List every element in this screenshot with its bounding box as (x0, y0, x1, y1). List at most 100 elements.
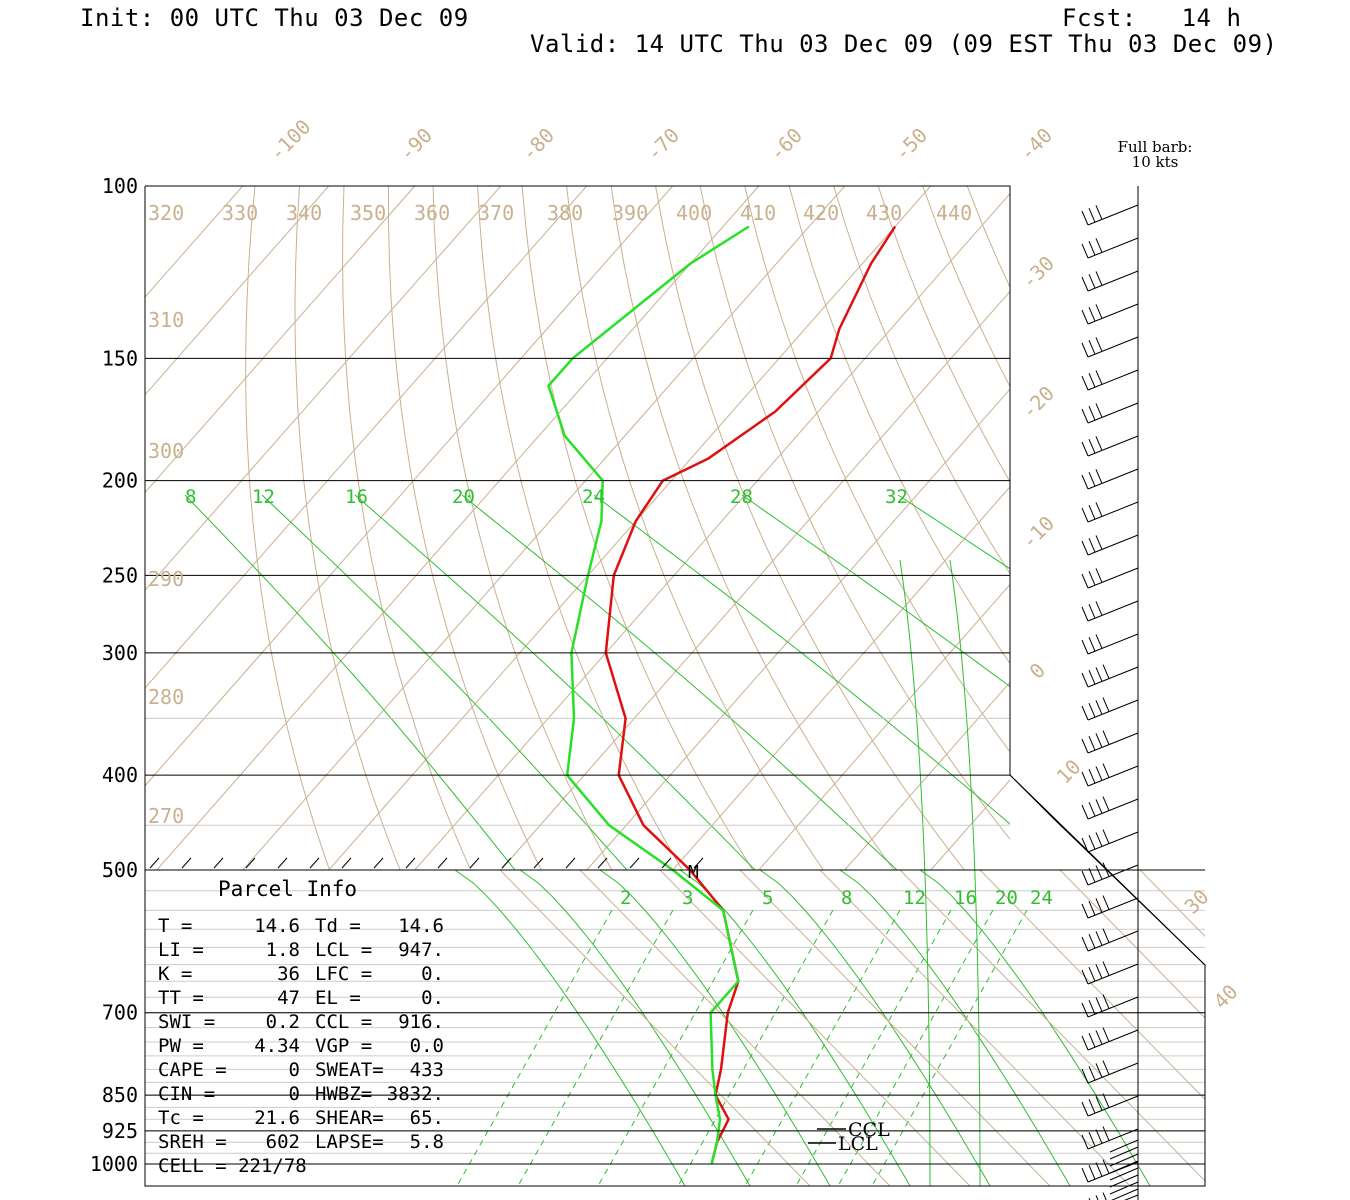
isotherm-line (1103, 186, 1350, 870)
wind-barb-flag (1088, 373, 1096, 388)
wind-barb (1087, 666, 1139, 688)
moist-adiabat-line (454, 870, 686, 1186)
wind-barb-flag (1102, 829, 1110, 844)
wind-barb-flag (1081, 342, 1089, 358)
wind-barb-flag (1088, 340, 1096, 355)
dry-adiabat-line (877, 186, 1010, 483)
wind-barb-flag (1081, 969, 1089, 985)
wind-barb (1109, 1181, 1139, 1195)
wind-barb (1087, 996, 1139, 1018)
isotherm-line (500, 290, 1010, 870)
isotherm-line (145, 186, 502, 591)
wind-barb-flag (1088, 241, 1096, 256)
parcel-field-value: 916. (398, 1011, 444, 1033)
wind-barb-flag (1088, 736, 1096, 751)
wind-barb-flag (1095, 964, 1103, 979)
wind-barb (1087, 897, 1139, 919)
wind-barb (1087, 930, 1139, 952)
wind-barb-flag (1081, 474, 1089, 490)
parcel-field-value: 0. (421, 987, 444, 1009)
theta-label: 370 (478, 201, 514, 225)
wind-barb-flag (1095, 469, 1103, 484)
wind-barb (1109, 1160, 1139, 1174)
dry-adiabat-line (833, 186, 1010, 575)
dry-adiabat-line (1124, 141, 1350, 870)
wind-barb (1087, 1062, 1139, 1084)
dry-adiabat-line (1139, 870, 1205, 937)
upper-grid (145, 141, 1350, 870)
isotherm-line (145, 186, 588, 689)
wind-barb (1087, 831, 1139, 853)
theta-label: 320 (148, 201, 184, 225)
hatch-mark (309, 857, 320, 869)
theta-label: 380 (547, 201, 583, 225)
theta-label: 410 (740, 201, 776, 225)
mixing-ratio-line (461, 494, 898, 870)
mixing-ratio-label: 12 (903, 887, 926, 909)
wind-barb-flag (1102, 1192, 1107, 1200)
wind-barb-flag (1081, 639, 1089, 655)
wind-barb (1109, 1167, 1139, 1181)
parcel-field-value: 0 (289, 1083, 300, 1105)
wind-barb (1087, 864, 1139, 886)
moist-adiabat-line (599, 870, 831, 1186)
wind-barb-flag (1095, 865, 1103, 880)
theta-label: 340 (286, 201, 322, 225)
wind-barb-flag (1081, 606, 1089, 622)
moist-adiabat-line (679, 870, 911, 1186)
wind-barb-flag (1095, 436, 1103, 451)
lcl-label: LCL (838, 1133, 878, 1155)
wind-barb-flag (1095, 898, 1103, 913)
hatch-mark (181, 857, 192, 869)
mixing-ratio-dashed-line (677, 909, 834, 1186)
sounding-lines (547, 225, 897, 1165)
isotherm-line (844, 681, 1010, 870)
parcel-field-value: 0.0 (410, 1035, 444, 1057)
wind-barb-flag (1088, 472, 1096, 487)
isotherm-label: -60 (765, 123, 808, 166)
wind-barb (1087, 1095, 1139, 1117)
wind-barb-flag (1095, 568, 1103, 583)
theta-label: 350 (350, 201, 386, 225)
wind-barb (1109, 1153, 1139, 1167)
isotherm-line (930, 779, 1010, 870)
parcel-field-value: 36 (277, 963, 300, 985)
wind-barb-flag (1095, 733, 1103, 748)
pressure-label: 500 (102, 858, 138, 882)
parcel-field-label: SWEAT= (315, 1059, 384, 1081)
pressure-label: 700 (102, 1001, 138, 1025)
wind-barb-flag (1088, 571, 1096, 586)
parcel-field-label: Td = (315, 915, 361, 937)
wind-barb (1087, 765, 1139, 787)
parcel-field-value: 602 (266, 1131, 300, 1153)
mixing-ratio-label: 8 (841, 887, 852, 909)
parcel-field-label: EL = (315, 987, 361, 1009)
wind-barb-flag (1095, 1063, 1103, 1078)
wind-barb-flag (1095, 304, 1103, 319)
hatch-mark (597, 857, 608, 869)
dry-adiabat-line (387, 186, 542, 870)
wind-barb (1087, 336, 1139, 358)
wind-barb-flag (1088, 967, 1096, 982)
wind-barb-flag (1088, 1066, 1096, 1081)
wind-barb-flag (1088, 307, 1096, 322)
wind-barb-flag (1088, 538, 1096, 553)
wind-barb-flag (1088, 1132, 1096, 1147)
wind-barb-flag (1081, 771, 1089, 787)
pressure-label: 250 (102, 563, 138, 587)
isotherm-line (145, 186, 330, 396)
dry-adiabat-line (966, 186, 1010, 289)
pressure-label: 300 (102, 641, 138, 665)
parcel-field-value: 65. (410, 1107, 444, 1129)
isotherm-label: -90 (395, 123, 438, 166)
dry-adiabat-line (655, 186, 965, 870)
wind-barb (1087, 732, 1139, 754)
isotherm-label: -30 (1017, 251, 1060, 294)
mixing-ratio-label: 8 (185, 486, 196, 508)
isotherm-line (156, 186, 760, 870)
isotherm-label: 10 (1052, 755, 1086, 789)
hatch-mark (437, 857, 448, 869)
parcel-field-label: VGP = (315, 1035, 372, 1057)
wind-barb-flag (1102, 763, 1110, 778)
isotherm-label: -20 (1017, 381, 1060, 424)
